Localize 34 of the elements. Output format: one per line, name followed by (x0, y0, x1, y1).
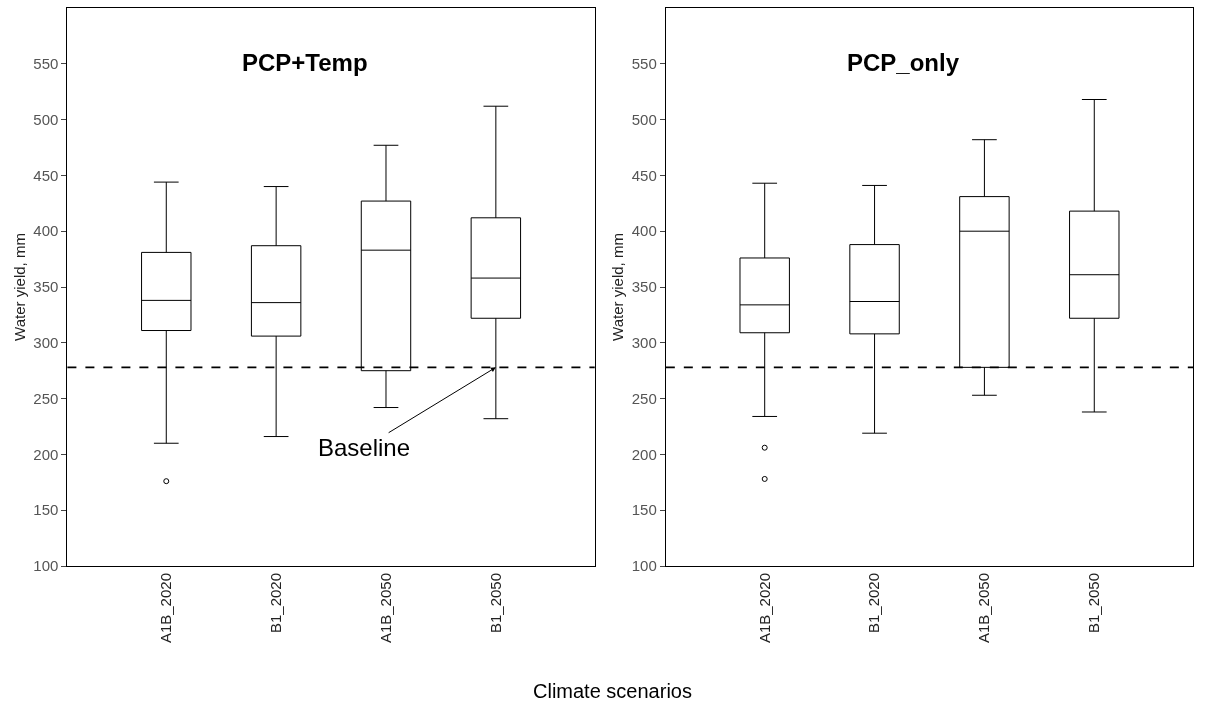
y-tick-label: 400 (631, 222, 657, 240)
y-tick-label: 150 (33, 501, 59, 519)
x-tick-label: A1B_2020 (755, 573, 773, 644)
y-tick-label: 250 (33, 389, 59, 407)
x-tick-label: B1_2050 (486, 573, 504, 634)
x-tick-label: A1B_2050 (975, 573, 993, 644)
y-tick-label: 350 (33, 278, 59, 296)
y-tick-label: 200 (631, 445, 657, 463)
x-axis-title: Climate scenarios (533, 680, 692, 702)
y-tick-label: 550 (33, 55, 59, 73)
y-tick-label: 450 (631, 166, 657, 184)
y-tick-label: 500 (631, 110, 657, 128)
y-tick-label: 150 (631, 501, 657, 519)
y-tick-label: 200 (33, 445, 59, 463)
y-tick-label: 350 (631, 278, 657, 296)
y-tick-label: 450 (33, 166, 59, 184)
y-tick-label: 100 (631, 557, 657, 575)
y-tick-label: 250 (631, 389, 657, 407)
y-tick-label: 400 (33, 222, 59, 240)
y-tick-label: 300 (631, 334, 657, 352)
text: PCP_only (847, 49, 960, 76)
y-axis-title: Water yield, mm (609, 233, 627, 341)
x-tick-label: A1B_2050 (376, 573, 394, 644)
x-tick-label: B1_2020 (267, 573, 285, 634)
y-tick-label: 100 (33, 557, 59, 575)
y-axis-title: Water yield, mm (10, 233, 28, 341)
annotation: Baseline (318, 434, 411, 461)
y-tick-label: 500 (33, 110, 59, 128)
x-tick-label: B1_2050 (1085, 573, 1103, 634)
x-tick-label: B1_2020 (865, 573, 883, 634)
y-tick-label: 300 (33, 334, 59, 352)
text: PCP+Temp (242, 49, 368, 76)
y-tick-label: 550 (631, 55, 657, 73)
x-tick-label: A1B_2020 (157, 573, 175, 644)
